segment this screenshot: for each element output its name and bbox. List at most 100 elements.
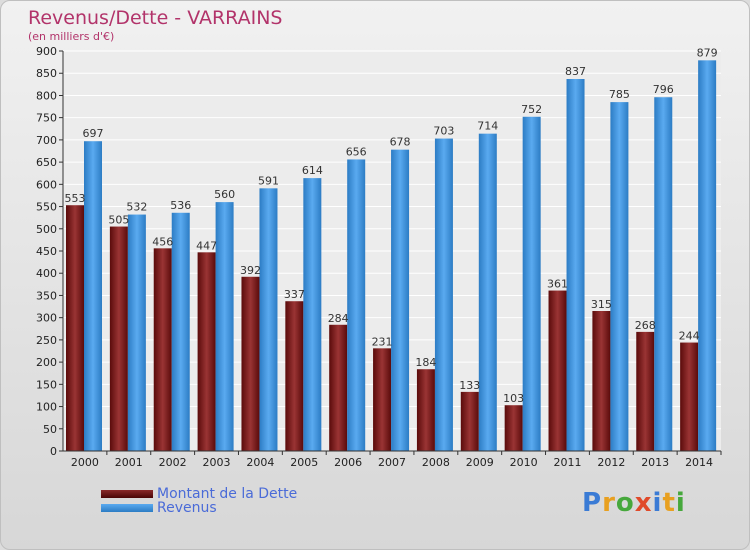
bar-dette [66,205,84,451]
value-label-revenus: 785 [609,88,630,101]
bar-revenus [522,116,541,452]
x-tick-label: 2003 [203,456,231,469]
value-label-revenus: 656 [346,145,367,158]
value-label-revenus: 678 [390,136,411,149]
x-tick-label: 2007 [378,456,406,469]
x-tick-label: 2006 [334,456,362,469]
x-tick-label: 2012 [597,456,625,469]
x-tick-label: 2000 [71,456,99,469]
value-label-dette: 244 [679,330,700,343]
x-tick-label: 2010 [510,456,538,469]
bar-revenus [171,212,190,451]
bar-dette [636,331,655,451]
legend-swatch-dette [101,490,153,498]
value-label-dette: 392 [240,264,261,277]
y-tick-label: 650 [36,156,57,169]
bar-revenus [391,149,410,451]
y-tick-label: 700 [36,134,57,147]
chart-title: Revenus/Dette - VARRAINS [28,7,283,29]
y-tick-label: 600 [36,178,57,191]
value-label-dette: 447 [196,239,217,252]
legend: Montant de la Dette Revenus [101,487,297,515]
value-label-revenus: 532 [126,201,147,214]
x-tick-label: 2009 [466,456,494,469]
value-label-dette: 456 [152,235,173,248]
bar-revenus [654,97,673,451]
y-tick-label: 350 [36,289,57,302]
y-tick-label: 0 [50,445,57,458]
y-tick-label: 450 [36,245,57,258]
value-label-revenus: 536 [170,199,191,212]
x-tick-label: 2005 [290,456,318,469]
y-tick-label: 150 [36,378,57,391]
bar-dette [460,391,479,451]
value-label-revenus: 697 [83,127,104,140]
value-label-revenus: 591 [258,174,279,187]
value-label-revenus: 752 [521,103,542,116]
bar-revenus [259,188,278,452]
logo-letter: P [582,488,603,518]
value-label-revenus: 714 [477,120,498,133]
y-tick-label: 250 [36,334,57,347]
y-tick-label: 300 [36,312,57,325]
value-label-dette: 184 [415,356,436,369]
bar-revenus [347,159,366,451]
bar-revenus [215,202,234,451]
bar-dette [680,342,699,451]
legend-item-dette: Montant de la Dette [101,487,297,501]
bar-revenus [698,60,717,451]
bar-dette [373,348,392,451]
bar-dette [592,311,611,451]
value-label-dette: 361 [547,278,568,291]
logo-letter: i [675,488,686,518]
value-label-revenus: 560 [214,188,235,201]
logo-letter: i [652,488,663,518]
bar-dette [153,248,172,451]
y-tick-label: 900 [36,45,57,58]
y-tick-label: 400 [36,267,57,280]
y-tick-label: 750 [36,112,57,125]
value-label-dette: 553 [65,192,86,205]
y-tick-label: 500 [36,223,57,236]
value-label-dette: 505 [108,214,129,227]
bar-dette [241,276,260,451]
proxiti-logo: Proxiti [582,488,686,518]
y-tick-label: 200 [36,356,57,369]
x-tick-label: 2011 [553,456,581,469]
bar-revenus [566,79,585,451]
bar-revenus [84,141,102,451]
logo-letter: x [634,488,653,518]
bar-revenus [478,133,497,451]
bar-dette [329,324,348,451]
value-label-dette: 231 [372,335,393,348]
bar-revenus [303,178,322,451]
value-label-revenus: 796 [653,83,674,96]
y-tick-label: 550 [36,201,57,214]
x-tick-label: 2002 [159,456,187,469]
x-tick-label: 2008 [422,456,450,469]
x-tick-label: 2004 [246,456,274,469]
logo-letter: o [615,488,635,518]
value-label-revenus: 703 [433,125,454,138]
x-tick-label: 2001 [115,456,143,469]
value-label-dette: 337 [284,288,305,301]
bar-dette [109,226,128,451]
chart-subtitle: (en milliers d'€) [28,30,115,43]
legend-swatch-revenus [101,504,153,512]
y-tick-label: 100 [36,401,57,414]
bar-revenus [610,102,629,451]
value-label-revenus: 879 [697,46,718,59]
bar-dette [285,301,304,451]
legend-label-revenus: Revenus [157,500,217,516]
x-tick-label: 2013 [641,456,669,469]
value-label-revenus: 614 [302,164,323,177]
bar-dette [504,405,523,451]
y-tick-label: 850 [36,67,57,80]
bar-dette [197,252,216,451]
value-label-dette: 103 [503,392,524,405]
legend-label-dette: Montant de la Dette [157,486,298,502]
value-label-dette: 315 [591,298,612,311]
bar-dette [416,369,435,451]
